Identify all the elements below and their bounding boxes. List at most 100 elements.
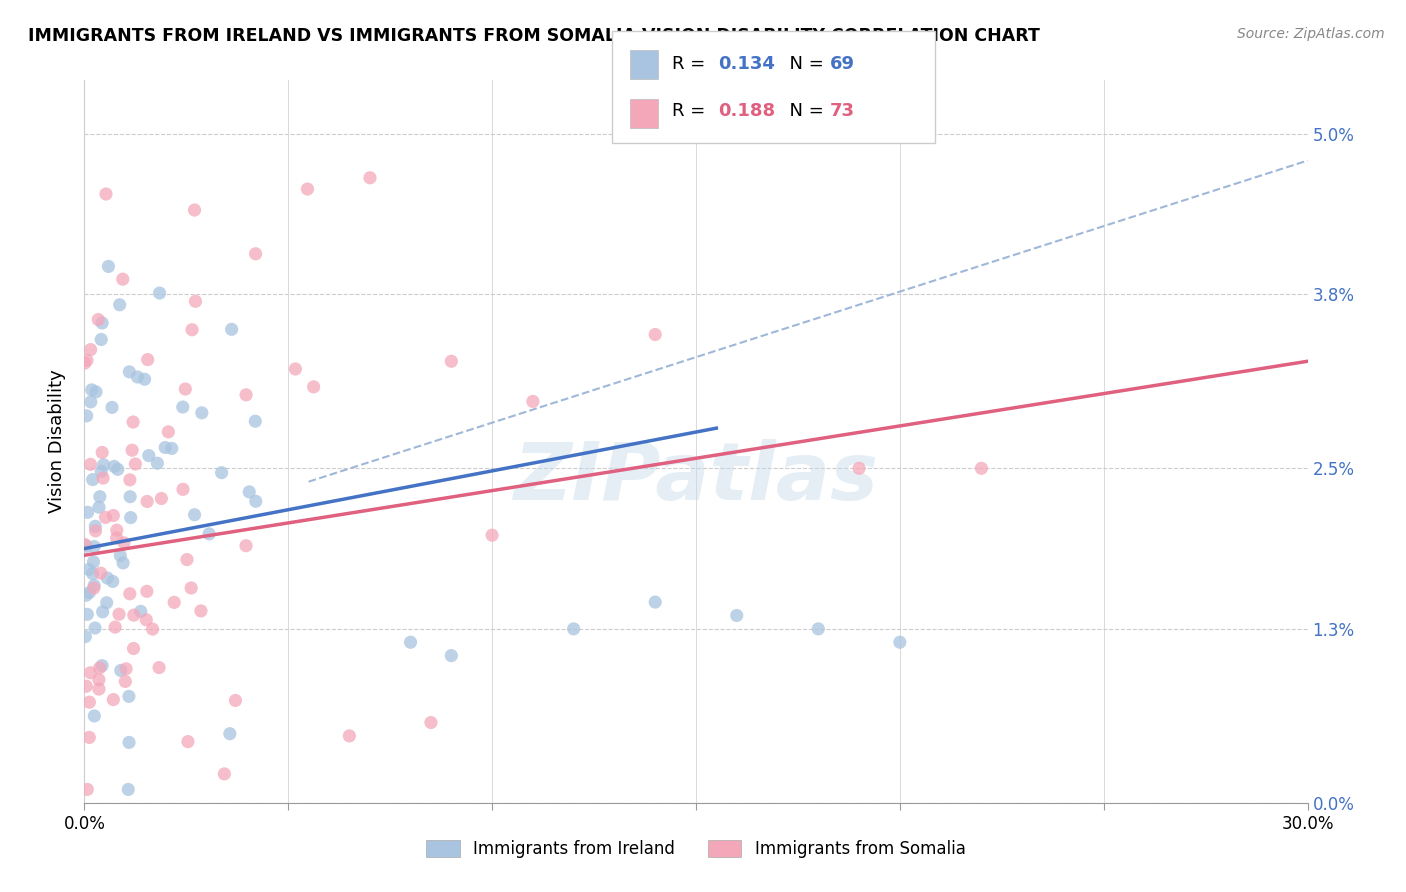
Point (84, 519, 107, 533)
Point (80, 383, 103, 397)
Point (118, 473, 141, 487)
Point (142, 622, 165, 636)
Point (105, 523, 128, 537)
Point (75, 588, 97, 602)
Point (420, 715, 443, 730)
Point (135, 584, 157, 599)
Point (87, 312, 110, 326)
Point (83, 581, 105, 595)
Point (87, 681, 110, 696)
Point (120, 490, 142, 504)
Point (83, 540, 105, 554)
Point (80, 395, 103, 409)
Text: R =: R = (672, 55, 711, 73)
Point (297, 182, 319, 196)
Point (118, 587, 141, 601)
Point (84, 621, 107, 635)
Point (110, 664, 132, 678)
Point (76, 505, 98, 519)
Text: IMMIGRANTS FROM IRELAND VS IMMIGRANTS FROM SOMALIA VISION DISABILITY CORRELATION: IMMIGRANTS FROM IRELAND VS IMMIGRANTS FR… (28, 27, 1040, 45)
Point (245, 494, 267, 508)
Point (112, 556, 135, 570)
Point (75, 630, 97, 644)
Point (93, 458, 115, 472)
Point (90, 464, 112, 478)
Point (214, 767, 236, 781)
Point (562, 622, 585, 636)
Point (97, 260, 120, 274)
Point (90, 566, 112, 581)
Point (198, 527, 221, 541)
Point (96, 571, 118, 585)
Point (118, 735, 141, 749)
Point (101, 401, 124, 415)
Point (160, 442, 183, 456)
Point (522, 394, 544, 409)
Point (87, 500, 110, 515)
Point (221, 322, 243, 336)
Point (117, 782, 139, 797)
Point (155, 441, 177, 455)
Point (807, 622, 830, 636)
Point (725, 608, 748, 623)
Point (83, 555, 105, 569)
Point (481, 528, 503, 542)
Point (94, 187, 117, 202)
Point (440, 354, 463, 368)
Point (136, 494, 159, 508)
Point (183, 202, 205, 217)
Text: N =: N = (778, 102, 830, 120)
Point (181, 323, 204, 337)
Point (172, 400, 194, 414)
Point (177, 734, 200, 748)
Point (118, 365, 141, 379)
Point (73, 356, 96, 370)
Y-axis label: Vision Disability: Vision Disability (48, 369, 66, 514)
Point (121, 443, 143, 458)
Text: 69: 69 (830, 55, 855, 73)
Legend: Immigrants from Ireland, Immigrants from Somalia: Immigrants from Ireland, Immigrants from… (418, 832, 974, 867)
Point (174, 382, 197, 396)
Point (146, 456, 169, 470)
Text: R =: R = (672, 102, 711, 120)
Point (96, 596, 118, 610)
Point (120, 510, 142, 524)
Point (134, 372, 156, 386)
Point (79, 695, 101, 709)
Point (122, 608, 145, 623)
Point (238, 484, 260, 499)
Point (136, 352, 159, 367)
Point (108, 298, 131, 312)
Point (149, 286, 172, 301)
Point (79, 343, 101, 357)
Point (176, 552, 198, 566)
Point (440, 648, 463, 663)
Point (91, 471, 114, 485)
Point (76, 539, 98, 553)
Point (339, 729, 361, 743)
Point (135, 613, 157, 627)
Text: ZIPatlas: ZIPatlas (513, 439, 879, 516)
Point (124, 457, 146, 471)
Point (163, 595, 186, 609)
Point (104, 620, 127, 634)
Point (108, 607, 131, 622)
Point (91, 658, 114, 673)
Point (115, 662, 138, 676)
Point (76, 353, 98, 368)
Point (89, 490, 111, 504)
Text: 73: 73 (830, 102, 855, 120)
Text: N =: N = (778, 55, 830, 73)
Point (84, 384, 107, 399)
Point (970, 461, 993, 475)
Point (73, 537, 96, 551)
Point (103, 692, 125, 706)
Point (184, 294, 207, 309)
Point (191, 406, 214, 420)
Point (76, 607, 98, 622)
Point (77, 562, 100, 576)
Point (79, 458, 101, 472)
Point (91, 316, 114, 330)
Point (105, 531, 128, 545)
Point (180, 581, 202, 595)
